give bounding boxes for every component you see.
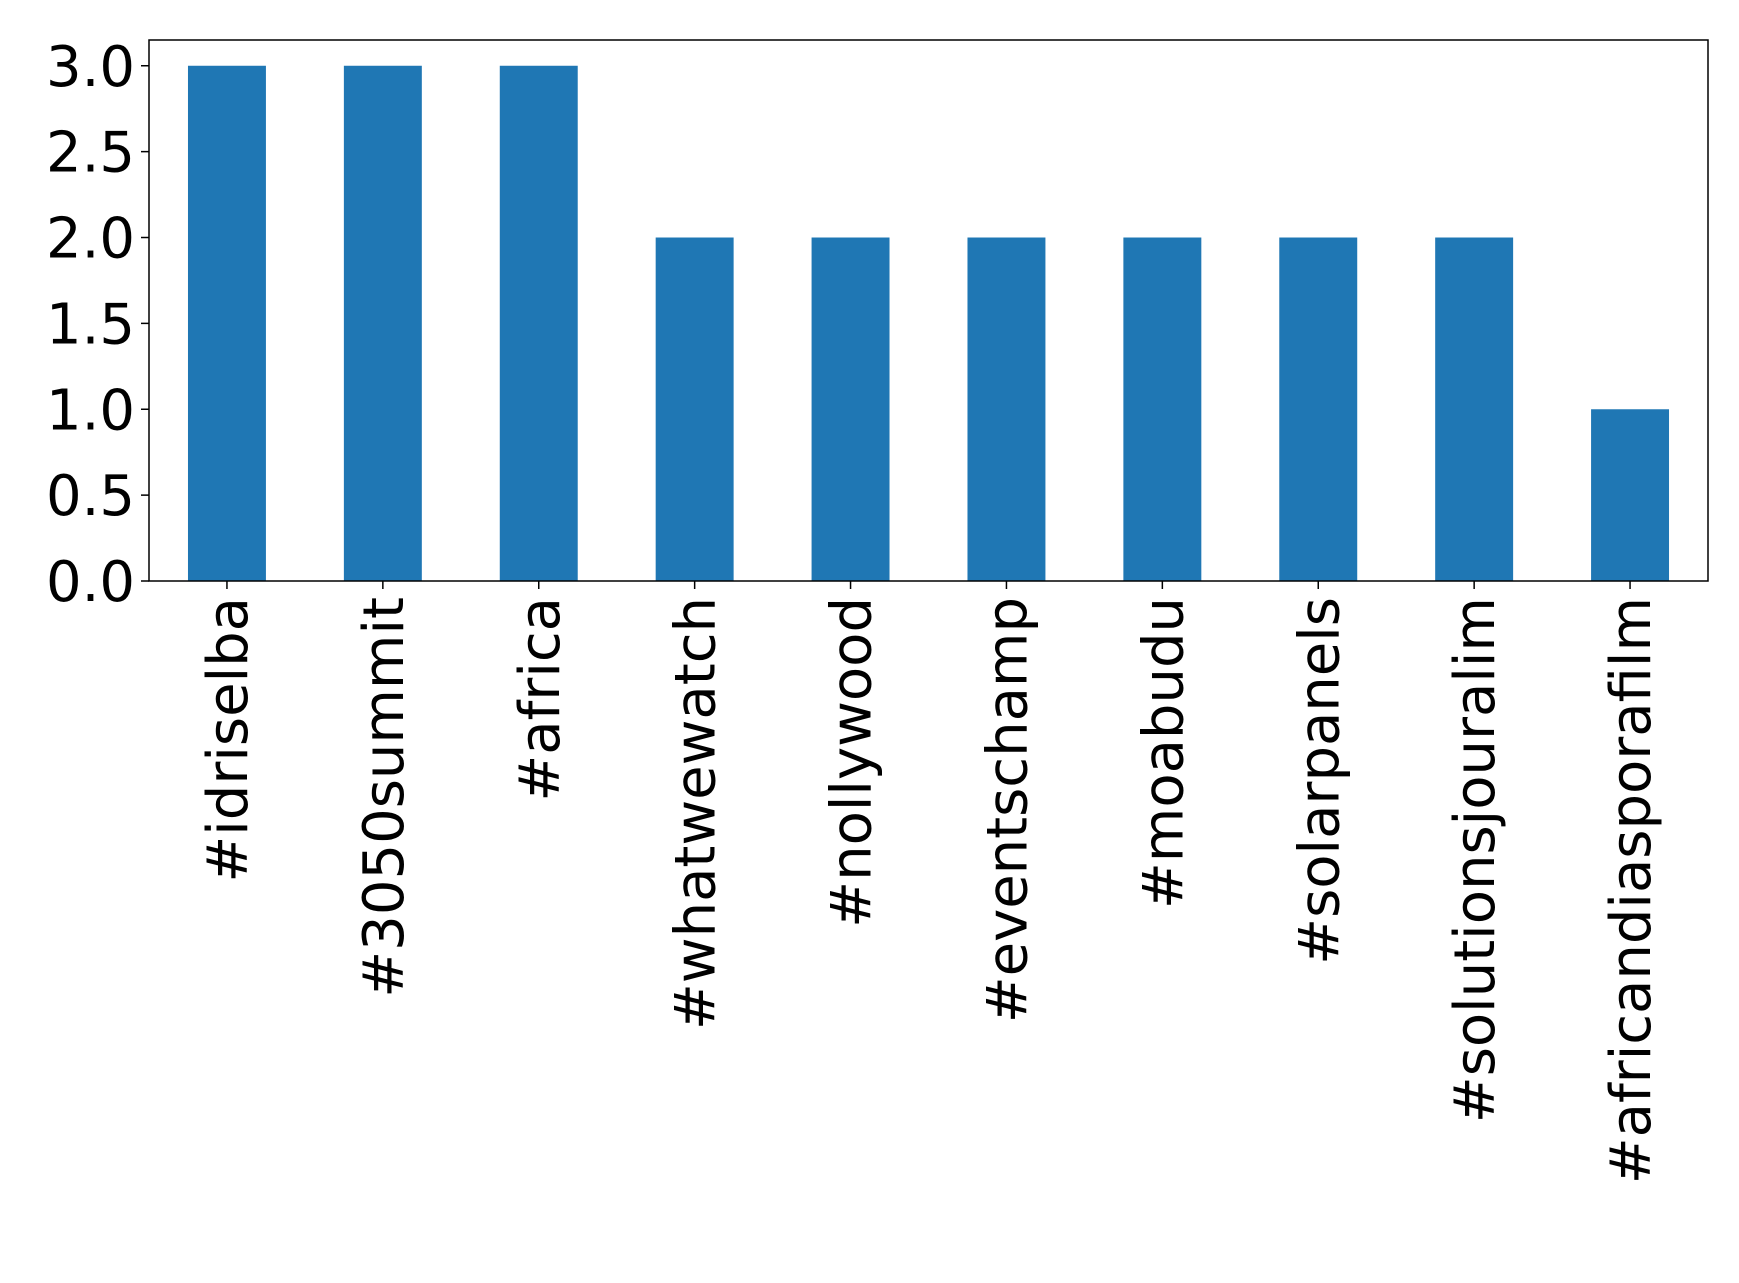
x-tick-label: #whatwewatch xyxy=(664,597,729,1030)
x-tick-label: #solutionsjouralim xyxy=(1443,597,1508,1123)
y-tick-label: 2.0 xyxy=(46,207,135,272)
bar xyxy=(811,237,890,581)
bar xyxy=(499,65,578,581)
x-tick-label: #3050summit xyxy=(352,597,417,998)
bar xyxy=(1279,237,1358,581)
y-tick-label: 2.5 xyxy=(46,121,135,186)
x-tick-label: #africandiasporafilm xyxy=(1599,597,1664,1184)
x-tick-label: #africa xyxy=(508,597,573,802)
bar xyxy=(343,65,422,581)
x-tick-label: #moabudu xyxy=(1131,597,1196,909)
bar xyxy=(1435,237,1514,581)
bar xyxy=(1591,409,1670,581)
y-tick-label: 0.0 xyxy=(46,550,135,615)
y-tick-label: 3.0 xyxy=(46,35,135,100)
plot-frame xyxy=(148,39,1709,582)
bar xyxy=(967,237,1046,581)
y-tick-label: 1.0 xyxy=(46,378,135,443)
x-tick-label: #solarpanels xyxy=(1287,597,1352,965)
bar xyxy=(187,65,266,581)
y-tick-label: 1.5 xyxy=(46,292,135,357)
bar xyxy=(655,237,734,581)
x-tick-label: #idriselba xyxy=(196,597,261,883)
bar xyxy=(1123,237,1202,581)
y-tick-label: 0.5 xyxy=(46,464,135,529)
x-tick-label: #nollywood xyxy=(820,597,885,928)
x-tick-label: #eventschamp xyxy=(975,597,1040,1023)
